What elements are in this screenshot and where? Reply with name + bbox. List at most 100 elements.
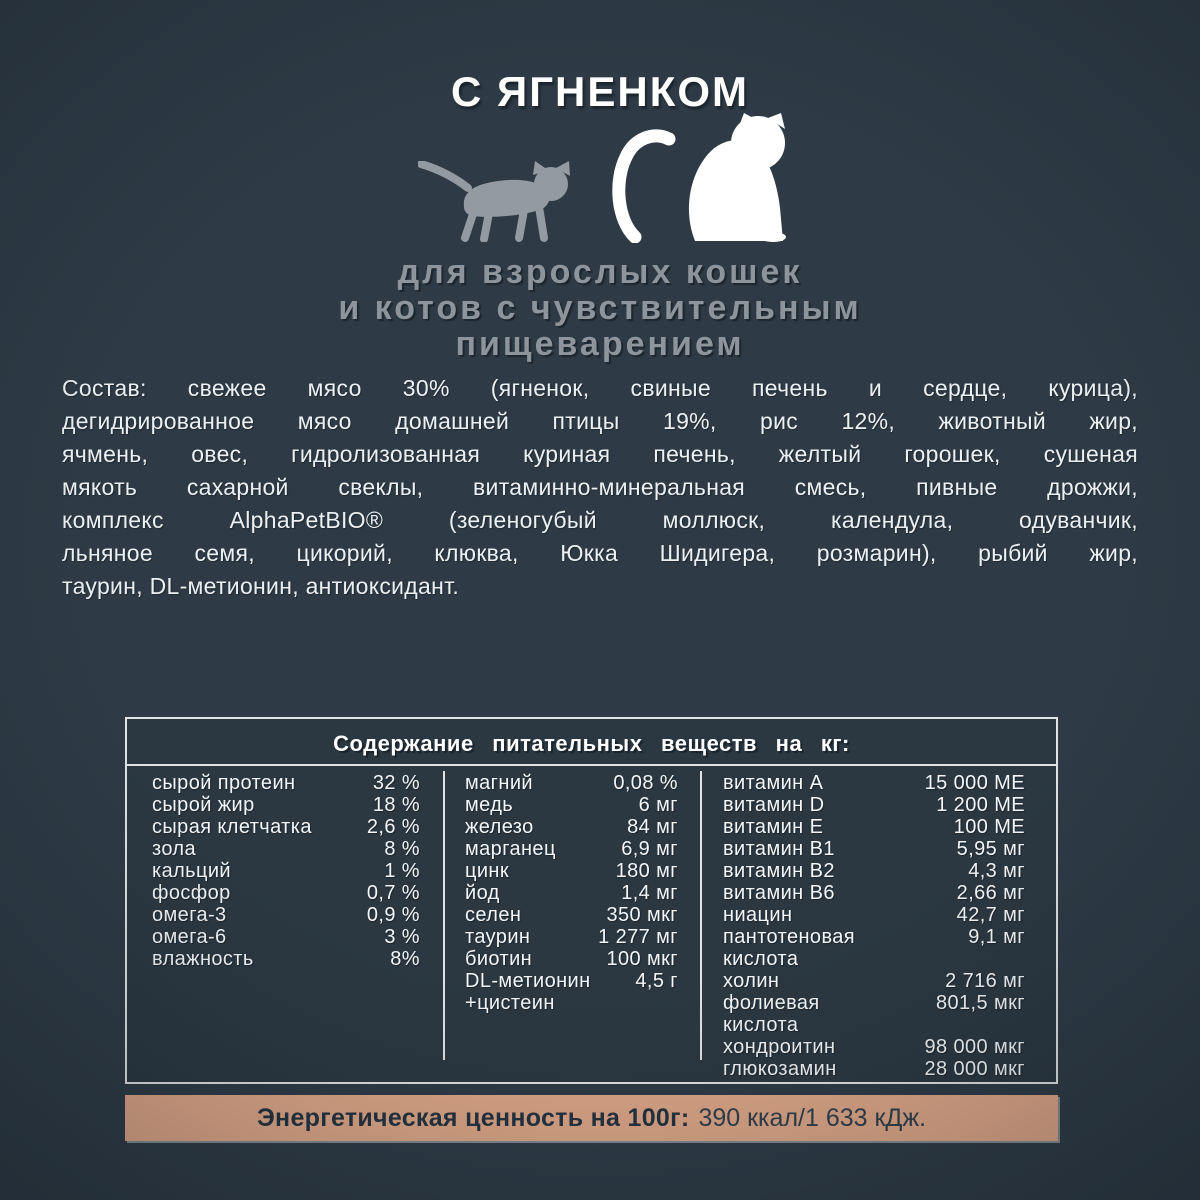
nutrient-label: холин xyxy=(723,970,780,992)
nutrient-label: медь xyxy=(465,794,514,816)
nutrient-value: 0,7 % xyxy=(366,882,420,904)
subtitle-line: пищеварением xyxy=(455,325,745,363)
nutrient-value: 42,7 мг xyxy=(956,904,1025,926)
nutrient-label: цинк xyxy=(465,860,510,882)
nutrient-value: 1 200 МЕ xyxy=(936,794,1025,816)
nutrient-row: сырая клетчатка 2,6 % xyxy=(152,816,420,838)
nutrient-label: витамин D xyxy=(723,794,825,816)
nutrient-label: витамин A xyxy=(723,772,824,794)
nutrient-label: кислота xyxy=(723,1014,799,1036)
nutrient-value: 98 000 мкг xyxy=(924,1036,1025,1058)
nutrient-row: йод 1,4 мг xyxy=(465,882,678,904)
nutrient-row: кислота xyxy=(723,948,1025,970)
nutrient-value: 5,95 мг xyxy=(956,838,1025,860)
nutrient-row: селен 350 мкг xyxy=(465,904,678,926)
nutrient-row: кальций 1 % xyxy=(152,860,420,882)
nutrient-value: 1,4 мг xyxy=(621,882,678,904)
nutrient-row: сырой протеин 32 % xyxy=(152,772,420,794)
nutrient-value: 2 716 мг xyxy=(945,970,1025,992)
nutrient-value: 6,9 мг xyxy=(621,838,678,860)
nutrient-row: железо 84 мг xyxy=(465,816,678,838)
nutrient-label: биотин xyxy=(465,948,533,970)
nutrient-label: зола xyxy=(152,838,197,860)
nutrient-label: сырой протеин xyxy=(152,772,296,794)
nutrient-row: цинк 180 мг xyxy=(465,860,678,882)
nutrient-label: пантотеновая xyxy=(723,926,855,948)
composition-line: мякоть сахарной свеклы, витаминно-минера… xyxy=(62,474,1138,500)
composition-line: дегидрированное мясо домашней птицы 19%,… xyxy=(62,408,1138,434)
nutrient-value: 4,3 мг xyxy=(968,860,1025,882)
nutrient-row: магний 0,08 % xyxy=(465,772,678,794)
nutrient-label: витамин B6 xyxy=(723,882,835,904)
nutrient-label: таурин xyxy=(465,926,531,948)
nutrient-row: DL-метионин 4,5 г xyxy=(465,970,678,992)
nutrient-label: витамин B1 xyxy=(723,838,835,860)
nutrient-label: фосфор xyxy=(152,882,231,904)
nutrition-column-vitamins: витамин A 15 000 МЕ витамин D 1 200 МЕ в… xyxy=(723,772,1025,1080)
nutrient-row: +цистеин xyxy=(465,992,678,1014)
nutrient-row: медь 6 мг xyxy=(465,794,678,816)
nutrient-label: кислота xyxy=(723,948,799,970)
nutrient-row: зола 8 % xyxy=(152,838,420,860)
energy-value-bar: Энергетическая ценность на 100г: 390 ккал… xyxy=(125,1095,1058,1141)
nutrient-row: ниацин 42,7 мг xyxy=(723,904,1025,926)
nutrient-label: магний xyxy=(465,772,533,794)
nutrient-label: сырая клетчатка xyxy=(152,816,312,838)
nutrient-row: холин 2 716 мг xyxy=(723,970,1025,992)
nutrient-value: 0,08 % xyxy=(613,772,678,794)
composition-line: Состав: свежее мясо 30% (ягненок, свиные… xyxy=(62,375,1138,401)
nutrition-column-analysis: сырой протеин 32 % сырой жир 18 % сырая … xyxy=(152,772,420,970)
nutrient-label: йод xyxy=(465,882,500,904)
nutrient-row: таурин 1 277 мг xyxy=(465,926,678,948)
nutrient-value: 2,6 % xyxy=(366,816,420,838)
nutrient-row: влажность 8% xyxy=(152,948,420,970)
composition-line: ячмень, овес, гидролизованная куриная пе… xyxy=(62,441,1138,467)
column-divider xyxy=(700,771,702,1060)
nutrient-value: 15 000 МЕ xyxy=(924,772,1025,794)
column-divider xyxy=(443,771,445,1060)
composition-line: таурин, DL-метионин, антиоксидант. xyxy=(62,573,460,599)
nutrient-label: витамин E xyxy=(723,816,824,838)
nutrient-row: витамин D 1 200 МЕ xyxy=(723,794,1025,816)
nutrient-label: омега-6 xyxy=(152,926,227,948)
nutrient-row: фосфор 0,7 % xyxy=(152,882,420,904)
nutrient-label: глюкозамин xyxy=(723,1058,837,1080)
nutrient-value: 6 мг xyxy=(638,794,678,816)
nutrient-value: 18 % xyxy=(372,794,420,816)
composition-line: комплекс AlphaPetBIO® (зеленогубый моллю… xyxy=(62,507,1138,533)
kitten-silhouette-icon xyxy=(418,161,576,242)
nutrient-row: витамин B6 2,66 мг xyxy=(723,882,1025,904)
energy-label: Энергетическая ценность на 100г: xyxy=(256,1104,690,1132)
nutrient-label: фолиевая xyxy=(723,992,820,1014)
nutrient-row: глюкозамин 28 000 мкг xyxy=(723,1058,1025,1080)
nutrient-value: 32 % xyxy=(372,772,420,794)
nutrient-value: 100 МЕ xyxy=(953,816,1025,838)
nutrient-value: 4,5 г xyxy=(635,970,678,992)
nutrient-value: 8% xyxy=(390,948,420,970)
nutrient-row: пантотеновая 9,1 мг xyxy=(723,926,1025,948)
nutrient-label: ниацин xyxy=(723,904,793,926)
adult-cat-silhouette-icon xyxy=(603,113,786,243)
nutrient-value: 84 мг xyxy=(627,816,678,838)
nutrient-row: биотин 100 мкг xyxy=(465,948,678,970)
nutrient-value: 180 мг xyxy=(615,860,678,882)
nutrient-label: витамин B2 xyxy=(723,860,835,882)
energy-value: 390 ккал/1 633 кДж. xyxy=(698,1104,927,1132)
nutrient-value: 2,66 мг xyxy=(956,882,1025,904)
composition-line: льняное семя, цикорий, клюква, Юкка Шиди… xyxy=(62,540,1138,566)
nutrient-row: витамин B1 5,95 мг xyxy=(723,838,1025,860)
nutrient-row: витамин B2 4,3 мг xyxy=(723,860,1025,882)
nutrient-label: омега-3 xyxy=(152,904,227,926)
nutrition-table-body: сырой протеин 32 % сырой жир 18 % сырая … xyxy=(127,766,1056,1080)
flavor-title: С ЯГНЕНКОМ xyxy=(451,68,749,115)
nutrient-row: сырой жир 18 % xyxy=(152,794,420,816)
nutrient-label: сырой жир xyxy=(152,794,255,816)
nutrient-label: кальций xyxy=(152,860,232,882)
nutrition-table: Содержание питательных веществ на кг: сы… xyxy=(125,717,1058,1084)
nutrient-row: витамин A 15 000 МЕ xyxy=(723,772,1025,794)
nutrient-value: 9,1 мг xyxy=(968,926,1025,948)
nutrient-value: 350 мкг xyxy=(606,904,678,926)
nutrient-value: 801,5 мкг xyxy=(935,992,1025,1014)
nutrient-row: витамин E 100 МЕ xyxy=(723,816,1025,838)
